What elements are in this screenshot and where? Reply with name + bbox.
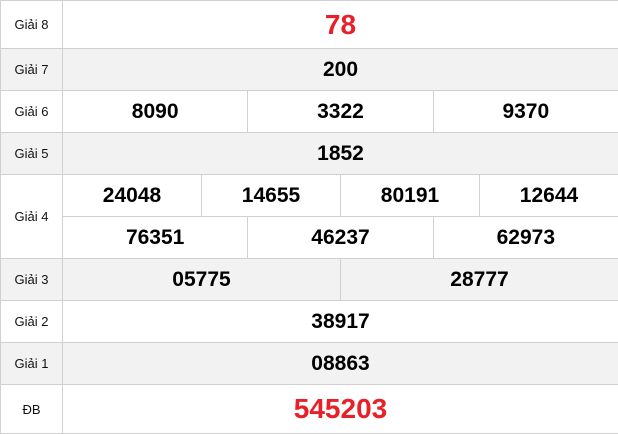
prize-label: Giải 3: [1, 259, 63, 300]
prize-number: 3322: [247, 91, 432, 132]
prize-number: 24048: [102, 183, 162, 207]
prize-row: Giải 7 200: [1, 49, 618, 91]
prize-label: Giải 1: [1, 343, 63, 384]
prize-values: 38917: [63, 301, 618, 342]
prize-number: 78: [324, 8, 357, 40]
prize-number: 8090: [131, 99, 179, 123]
prize-number: 9370: [432, 91, 618, 132]
prize-values: 08863: [63, 343, 618, 384]
prize-subrow: 05775 28777: [63, 259, 618, 300]
prize-values: 24048 14655 80191 12644 76351 46237 62973: [63, 175, 618, 258]
prize-number: 200: [322, 57, 359, 81]
prize-values: 78: [63, 1, 618, 48]
prize-subrow: 1852: [63, 133, 618, 174]
prize-number: 46237: [247, 217, 432, 258]
prize-subrow: 08863: [63, 343, 618, 384]
prize-subrow: 76351 46237 62973: [63, 216, 618, 258]
prize-subrow: 545203: [63, 385, 618, 433]
prize-values: 8090 3322 9370: [63, 91, 618, 132]
prize-subrow: 38917: [63, 301, 618, 342]
prize-subrow: 24048 14655 80191 12644: [63, 175, 618, 216]
prize-number: 80191: [340, 175, 479, 216]
prize-label: Giải 7: [1, 49, 63, 90]
prize-row: Giải 6 8090 3322 9370: [1, 91, 618, 133]
prize-number: 28777: [340, 259, 618, 300]
prize-row: Giải 8 78: [1, 1, 618, 49]
prize-subrow: 78: [63, 1, 618, 48]
prize-subrow: 200: [63, 49, 618, 90]
prize-row: Giải 4 24048 14655 80191 12644 76351 46237 6297…: [1, 175, 618, 259]
prize-values: 545203: [63, 385, 618, 433]
prize-number: 1852: [317, 141, 364, 165]
prize-number: 05775: [172, 267, 231, 291]
prize-row: ĐB 545203: [1, 385, 618, 434]
prize-label: ĐB: [1, 385, 63, 433]
prize-values: 200: [63, 49, 618, 90]
prize-number: 08863: [311, 351, 370, 375]
prize-label: Giải 4: [1, 175, 63, 258]
prize-number: 14655: [201, 175, 340, 216]
prize-subrow: 8090 3322 9370: [63, 91, 618, 132]
prize-number: 38917: [311, 309, 370, 333]
prize-label: Giải 6: [1, 91, 63, 132]
prize-row: Giải 1 08863: [1, 343, 618, 385]
prize-row: Giải 2 38917: [1, 301, 618, 343]
prize-row: Giải 3 05775 28777: [1, 259, 618, 301]
prize-label: Giải 8: [1, 1, 63, 48]
prize-values: 05775 28777: [63, 259, 618, 300]
prize-label: Giải 5: [1, 133, 63, 174]
prize-number: 12644: [479, 175, 618, 216]
prize-number: 545203: [293, 393, 388, 424]
prize-number: 62973: [432, 217, 618, 258]
prize-number: 76351: [125, 225, 185, 249]
prize-label: Giải 2: [1, 301, 63, 342]
prize-row: Giải 5 1852: [1, 133, 618, 175]
prize-values: 1852: [63, 133, 618, 174]
